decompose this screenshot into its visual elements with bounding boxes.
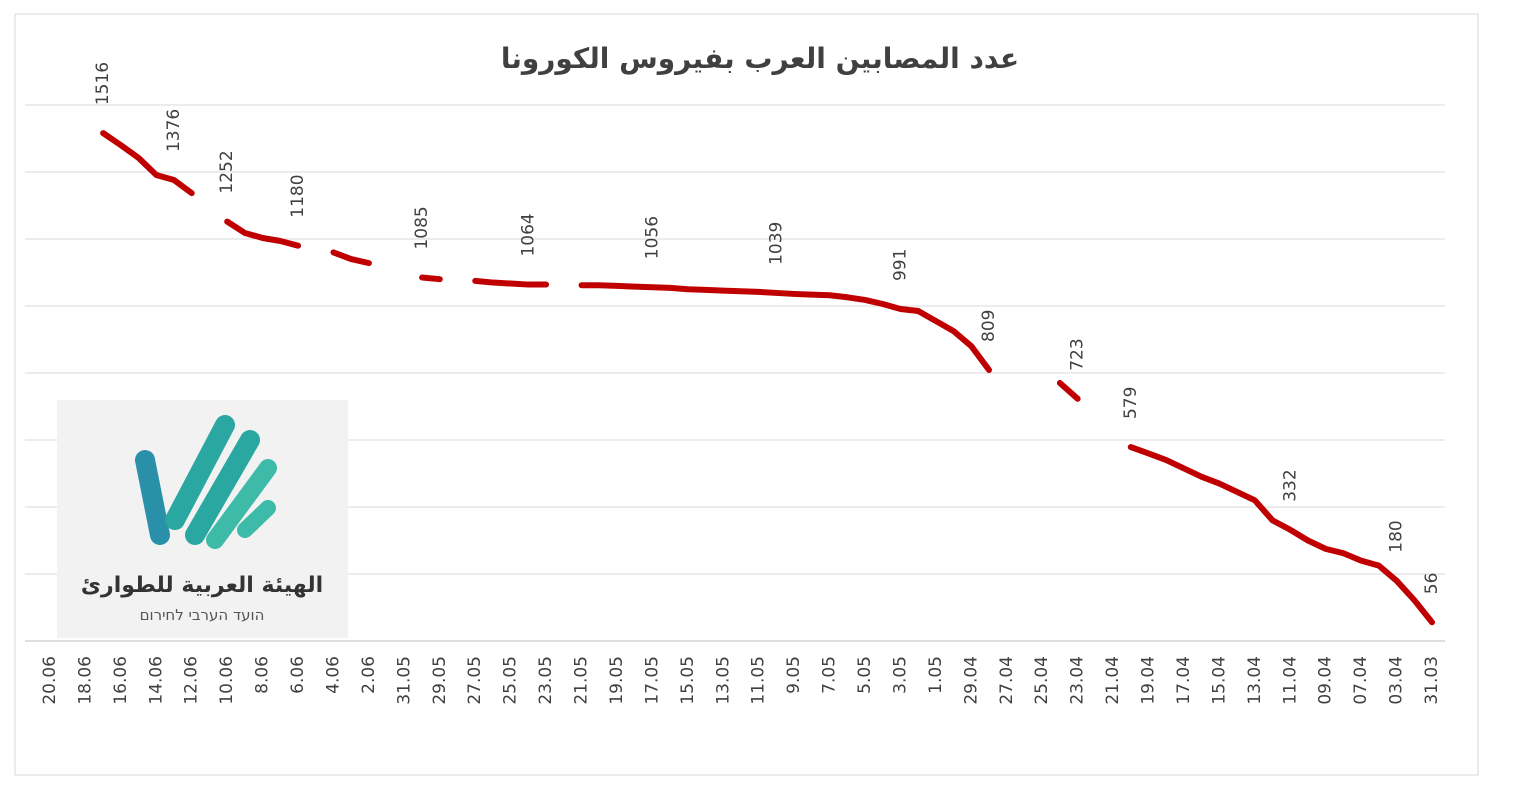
x-tick-label: 11.05 [749, 656, 769, 705]
logo-stroke [185, 430, 260, 545]
x-tick-label: 6.06 [288, 656, 308, 694]
data-label: 1180 [288, 174, 308, 217]
x-tick-label: 16.06 [111, 656, 131, 705]
data-label: 1085 [412, 206, 432, 249]
x-tick-label: 29.04 [961, 656, 981, 705]
x-tick-label: 17.05 [642, 656, 662, 705]
x-tick-label: 25.04 [1032, 656, 1052, 705]
data-label: 1516 [93, 62, 113, 105]
data-label: 1252 [217, 150, 237, 193]
x-tick-label: 03.04 [1387, 656, 1407, 705]
line [100, 130, 1435, 626]
x-tick-label: 10.06 [217, 656, 237, 705]
x-tick-label: 27.04 [997, 656, 1017, 705]
x-tick-label: 21.04 [1103, 656, 1123, 705]
x-tick-label: 31.03 [1422, 656, 1442, 705]
data-label: 56 [1422, 573, 1442, 595]
x-tick-label: 23.05 [536, 656, 556, 705]
data-label: 579 [1121, 387, 1141, 419]
x-tick-label: 31.05 [394, 656, 414, 705]
x-tick-label: 19.04 [1139, 656, 1159, 705]
logo-icon [135, 415, 277, 549]
x-tick-label: 25.05 [501, 656, 521, 705]
data-label: 809 [979, 310, 999, 342]
x-tick-label: 5.05 [855, 656, 875, 694]
logo-subtitle: הועד הערבי לחירום [140, 606, 265, 624]
data-label: 1039 [766, 222, 786, 265]
x-tick-label: 17.04 [1174, 656, 1194, 705]
data-label: 1056 [642, 216, 662, 259]
data-label: 1064 [518, 213, 538, 256]
logo-stroke [135, 450, 170, 545]
x-tick-label: 23.04 [1068, 656, 1088, 705]
logo-title: الهيئة العربية للطوارئ [81, 573, 323, 598]
data-label: 1376 [164, 109, 184, 152]
logo-stroke [237, 500, 276, 538]
data-label: 991 [890, 249, 910, 281]
x-tick-label: 8.06 [253, 656, 273, 694]
x-tick-label: 13.05 [713, 656, 733, 705]
chart-frame [14, 13, 1479, 776]
x-tick-label: 27.05 [465, 656, 485, 705]
x-tick-label: 11.04 [1280, 656, 1300, 705]
x-tick-label: 21.05 [572, 656, 592, 705]
data-label: 332 [1280, 469, 1300, 501]
data-label: 723 [1068, 338, 1088, 370]
x-tick-label: 2.06 [359, 656, 379, 694]
x-tick-label: 20.06 [40, 656, 60, 705]
x-tick-label: 29.05 [430, 656, 450, 705]
x-tick-label: 15.05 [678, 656, 698, 705]
x-tick-label: 9.05 [784, 656, 804, 694]
x-tick-label: 09.04 [1316, 656, 1336, 705]
x-tick-label: 3.05 [890, 656, 910, 694]
logo-stroke [165, 415, 235, 530]
x-tick-label: 4.06 [323, 656, 343, 694]
data-label: 180 [1387, 520, 1407, 552]
x-tick-label: 14.06 [146, 656, 166, 705]
x-tick-label: 12.06 [182, 656, 202, 705]
logo-stroke [206, 459, 277, 549]
x-tick-label: 15.04 [1209, 656, 1229, 705]
x-tick-label: 19.05 [607, 656, 627, 705]
x-tick-label: 13.04 [1245, 656, 1265, 705]
x-tick-label: 7.05 [820, 656, 840, 694]
chart-title: عدد المصابين العرب بفيروس الكورونا [501, 42, 1019, 75]
x-tick-label: 07.04 [1351, 656, 1371, 705]
x-tick-label: 18.06 [75, 656, 95, 705]
x-tick-label: 1.05 [926, 656, 946, 694]
